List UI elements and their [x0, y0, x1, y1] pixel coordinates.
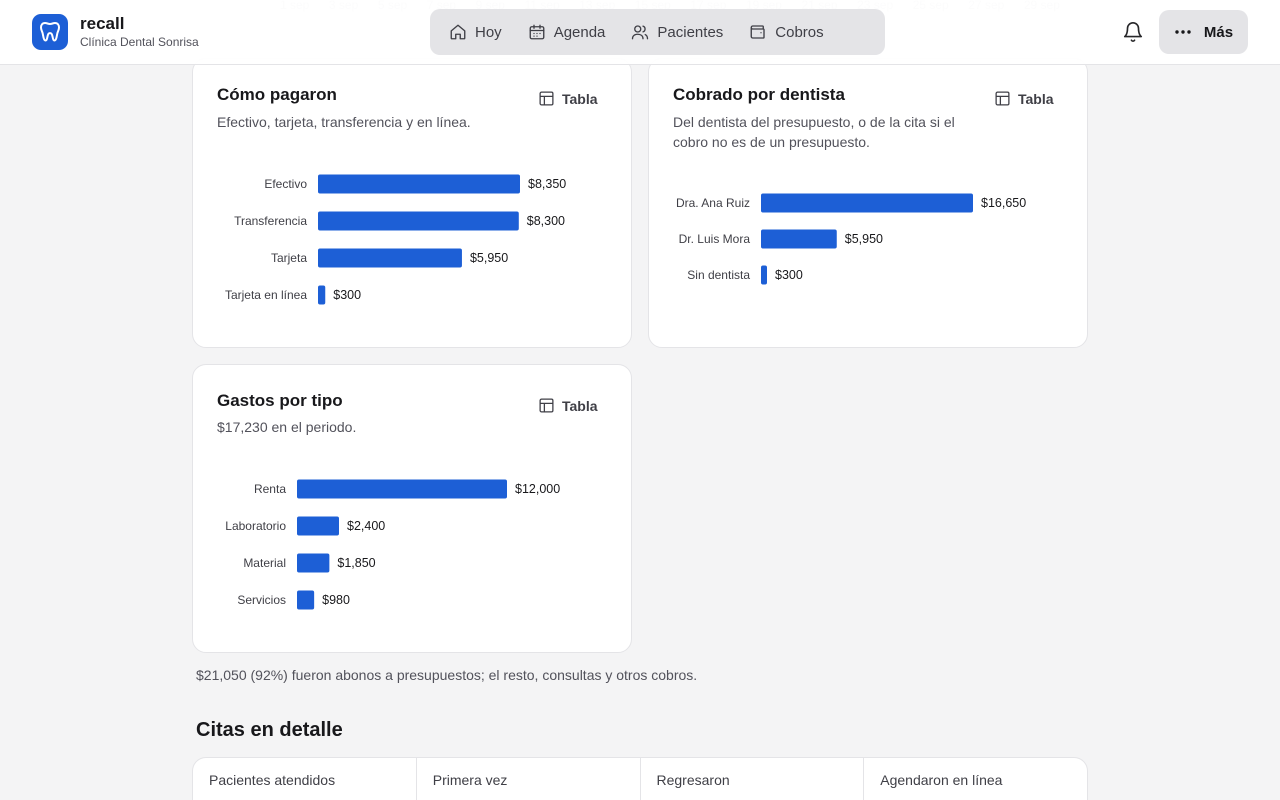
category-label: Material	[243, 556, 286, 570]
card-title: Cómo pagaron	[217, 85, 337, 104]
value-label: $2,400	[347, 519, 385, 533]
table-icon	[539, 91, 554, 106]
nav-item-hoy[interactable]: Hoy	[438, 15, 513, 49]
category-label: Efectivo	[264, 177, 307, 191]
payments-note: $21,050 (92%) fueron abonos a presupuest…	[196, 667, 698, 683]
nav-label-pacientes: Pacientes	[657, 23, 724, 41]
value-label: $300	[775, 268, 803, 282]
category-label: Dr. Luis Mora	[679, 232, 751, 246]
users-icon	[632, 25, 649, 40]
by-dentist-chart: Dra. Ana Ruiz $16,650 Dr. Luis Mora $5,950 S…	[676, 193, 1026, 285]
home-icon	[450, 24, 466, 40]
card-description-line-2: cobro no es de un presupuesto.	[673, 134, 870, 150]
nav-label-hoy: Hoy	[475, 23, 502, 41]
appointment-stats: Pacientes atendidos Primera vez Regresar…	[192, 757, 1088, 800]
category-label: Servicios	[237, 593, 286, 607]
value-label: $5,950	[470, 251, 508, 265]
category-label: Tarjeta en línea	[225, 288, 307, 302]
stat-label: Pacientes atendidos	[209, 772, 336, 788]
by-dentist-card: Cobrado por dentista Del dentista del pr…	[648, 58, 1088, 348]
card-description: $17,230 en el periodo.	[217, 419, 357, 435]
bar[interactable]	[297, 553, 330, 573]
expenses-chart: Renta $12,000 Laboratorio $2,400 Material $1,…	[225, 479, 560, 610]
table-view-button[interactable]: Tabla	[538, 397, 598, 414]
notifications-button[interactable]	[1122, 21, 1144, 43]
table-label: Tabla	[1018, 90, 1054, 107]
value-label: $980	[322, 593, 350, 607]
value-label: $16,650	[981, 196, 1026, 210]
nav-item-agenda[interactable]: Agenda	[517, 15, 617, 49]
stat-returned: Regresaron	[641, 758, 865, 800]
calendar-icon	[529, 24, 545, 40]
bar[interactable]	[297, 479, 507, 499]
more-button[interactable]: Más	[1159, 10, 1248, 54]
value-label: $8,350	[528, 177, 566, 191]
bar[interactable]	[761, 265, 767, 285]
tooth-logo-icon	[32, 14, 68, 50]
category-label: Sin dentista	[687, 268, 750, 282]
category-label: Renta	[254, 482, 286, 496]
clinic-name: Clínica Dental Sonrisa	[80, 34, 199, 49]
top-navigation-bar: recall Clínica Dental Sonrisa Hoy Agenda…	[0, 0, 1280, 65]
bar[interactable]	[761, 229, 837, 249]
main-nav: Hoy Agenda Pacientes Cobros	[430, 9, 885, 55]
table-icon	[539, 398, 554, 413]
value-label: $12,000	[515, 482, 560, 496]
section-title: Citas en detalle	[196, 719, 343, 741]
bar[interactable]	[297, 516, 339, 536]
nav-label-agenda: Agenda	[553, 23, 606, 41]
bar[interactable]	[318, 248, 462, 268]
bar[interactable]	[318, 174, 520, 194]
value-label: $300	[333, 288, 361, 302]
stat-patients-attended: Pacientes atendidos	[193, 758, 417, 800]
category-label: Tarjeta	[271, 251, 307, 265]
nav-item-cobros[interactable]: Cobros	[738, 15, 834, 49]
table-view-button[interactable]: Tabla	[538, 90, 598, 107]
table-label: Tabla	[562, 90, 598, 107]
bell-icon	[1123, 22, 1143, 42]
bar[interactable]	[761, 193, 973, 213]
value-label: $8,300	[527, 214, 565, 228]
nav-label-cobros: Cobros	[775, 23, 824, 41]
table-view-button[interactable]: Tabla	[994, 90, 1054, 107]
table-icon	[995, 91, 1010, 106]
stat-label: Regresaron	[656, 772, 730, 788]
more-label: Más	[1203, 23, 1234, 41]
app-name: recall	[80, 14, 125, 34]
brand[interactable]: recall Clínica Dental Sonrisa	[32, 14, 199, 50]
category-label: Dra. Ana Ruiz	[676, 196, 750, 210]
stat-label: Primera vez	[432, 772, 508, 788]
card-description-line-1: Del dentista del presupuesto, o de la ci…	[673, 114, 955, 130]
value-label: $5,950	[845, 232, 883, 246]
bar[interactable]	[318, 211, 519, 231]
stat-booked-online: Agendaron en línea	[864, 758, 1087, 800]
expenses-card: Gastos por tipo $17,230 en el periodo. T…	[192, 364, 632, 653]
ellipsis-icon	[1175, 30, 1191, 34]
stat-first-time: Primera vez	[417, 758, 641, 800]
card-title: Cobrado por dentista	[673, 85, 845, 104]
bar[interactable]	[297, 590, 315, 610]
category-label: Laboratorio	[225, 519, 286, 533]
card-title: Gastos por tipo	[217, 391, 343, 410]
stat-label: Agendaron en línea	[880, 772, 1003, 788]
table-label: Tabla	[562, 397, 598, 414]
wallet-icon	[750, 25, 765, 39]
category-label: Transferencia	[234, 214, 307, 228]
nav-item-pacientes[interactable]: Pacientes	[620, 15, 734, 49]
card-description: Efectivo, tarjeta, transferencia y en lí…	[217, 114, 471, 130]
payment-methods-card: Cómo pagaron Efectivo, tarjeta, transfer…	[192, 58, 632, 348]
card-description: Del dentista del presupuesto, o de la ci…	[673, 112, 955, 152]
value-label: $1,850	[337, 556, 375, 570]
payment-methods-chart: Efectivo $8,350 Transferencia $8,300 Tarjeta…	[225, 174, 566, 305]
bar[interactable]	[318, 285, 326, 305]
